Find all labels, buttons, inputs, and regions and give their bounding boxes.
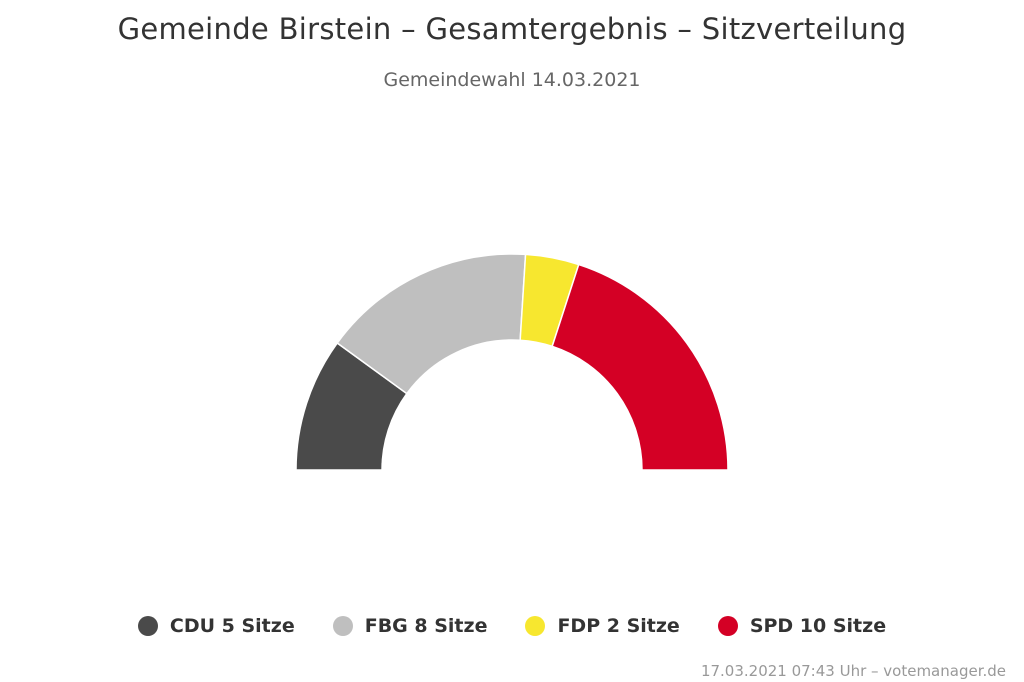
seat-segment-spd[interactable] bbox=[551, 263, 729, 471]
legend-item-spd[interactable]: SPD 10 Sitze bbox=[717, 615, 887, 637]
legend-label-spd: SPD 10 Sitze bbox=[749, 615, 887, 637]
legend-label-cdu: CDU 5 Sitze bbox=[169, 615, 295, 637]
legend-item-fdp[interactable]: FDP 2 Sitze bbox=[525, 615, 680, 637]
legend-marker-fdp bbox=[525, 616, 546, 636]
legend: CDU 5 Sitze FBG 8 Sitze FDP 2 Sitze SPD … bbox=[0, 615, 1024, 637]
legend-label-fbg: FBG 8 Sitze bbox=[364, 615, 488, 637]
credits-text[interactable]: 17.03.2021 07:43 Uhr – votemanager.de bbox=[700, 662, 1006, 680]
chart-title: Gemeinde Birstein – Gesamtergebnis – Sit… bbox=[117, 12, 907, 46]
legend-item-fbg[interactable]: FBG 8 Sitze bbox=[332, 615, 488, 637]
legend-label-fdp: FDP 2 Sitze bbox=[557, 615, 680, 637]
legend-marker-spd bbox=[717, 616, 738, 636]
chart-subtitle: Gemeindewahl 14.03.2021 bbox=[383, 69, 641, 91]
legend-item-cdu[interactable]: CDU 5 Sitze bbox=[137, 615, 295, 637]
legend-marker-cdu bbox=[137, 616, 158, 636]
legend-marker-fbg bbox=[332, 616, 353, 636]
